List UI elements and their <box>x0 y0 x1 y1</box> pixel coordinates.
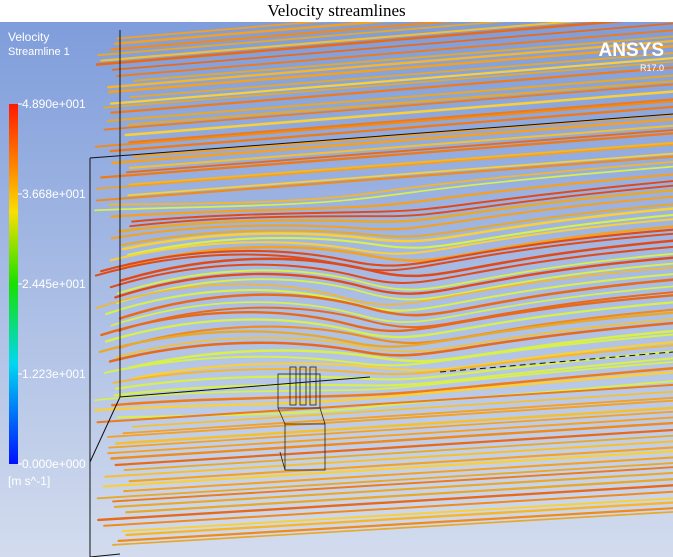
color-bar-label: 3.668e+001 <box>22 187 86 201</box>
color-bar-label: 2.445e+001 <box>22 277 86 291</box>
legend-unit: [m s^-1] <box>8 474 50 488</box>
color-bar-label: 1.223e+001 <box>22 367 86 381</box>
logo-version: R17.0 <box>640 63 664 73</box>
page-title: Velocity streamlines <box>0 0 673 22</box>
logo-brand: ANSYS <box>599 40 664 61</box>
page: Velocity streamlines Velocity Strea <box>0 0 673 557</box>
legend-variable: Velocity <box>8 30 49 44</box>
legend-object: Streamline 1 <box>8 46 70 58</box>
viewport: Velocity Streamline 1 4.890e+001 3.668e+0… <box>0 22 673 557</box>
color-bar <box>9 104 18 464</box>
color-bar-label: 0.000e+000 <box>22 457 86 471</box>
color-bar-label: 4.890e+001 <box>22 97 86 111</box>
